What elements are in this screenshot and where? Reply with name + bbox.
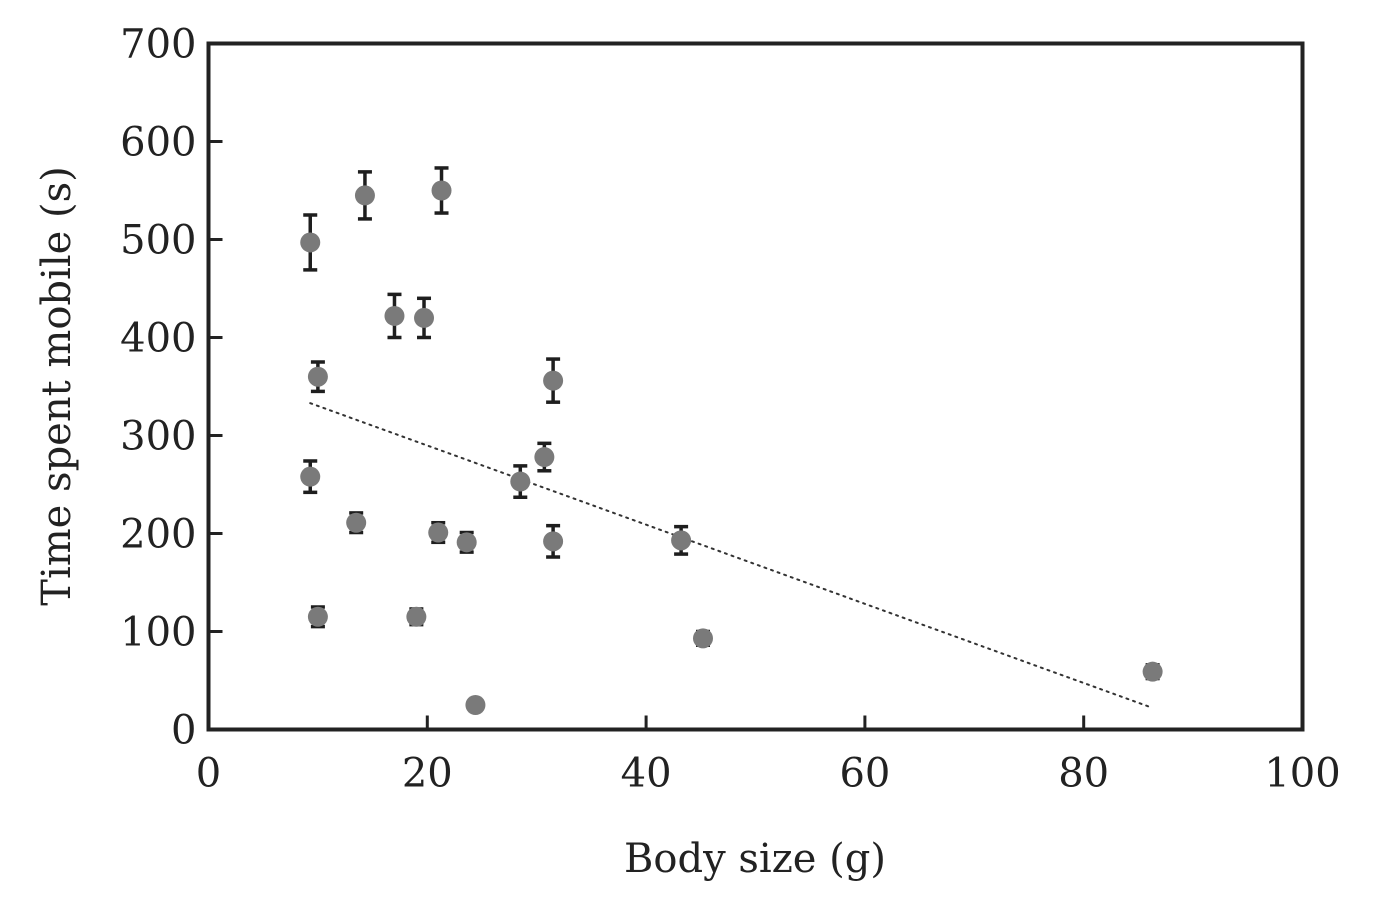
x-tick-label: 80 xyxy=(1058,751,1109,797)
data-points-group xyxy=(300,180,1163,715)
data-point xyxy=(692,628,713,649)
y-tick-label: 600 xyxy=(120,120,196,166)
x-tick-label: 0 xyxy=(196,751,221,797)
trend-line xyxy=(309,402,1154,709)
data-point xyxy=(300,466,321,487)
data-point xyxy=(510,471,531,492)
data-point xyxy=(1142,661,1163,682)
y-tick-label: 500 xyxy=(120,218,196,264)
y-axis-title: Time spent mobile (s) xyxy=(34,166,80,605)
data-point xyxy=(428,522,449,543)
data-point xyxy=(384,305,405,326)
data-point xyxy=(465,695,486,715)
y-tick-label: 0 xyxy=(171,708,196,754)
x-tick-label: 60 xyxy=(839,751,890,797)
data-point xyxy=(300,232,321,253)
y-tick-label: 700 xyxy=(120,22,196,68)
y-axis-ticks: 0 100 200 300 400 500 600 700 xyxy=(120,22,223,754)
data-point xyxy=(406,606,427,627)
x-axis-ticks: 0 20 40 60 80 100 xyxy=(196,715,1341,797)
data-point xyxy=(543,370,564,391)
data-point xyxy=(534,447,555,468)
trend-line-group xyxy=(309,402,1154,709)
data-point xyxy=(346,512,367,533)
data-point xyxy=(414,307,435,328)
x-tick-label: 100 xyxy=(1264,751,1340,797)
y-tick-label: 400 xyxy=(120,316,196,362)
y-tick-label: 100 xyxy=(120,610,196,656)
data-point xyxy=(431,180,452,201)
y-tick-label: 300 xyxy=(120,414,196,460)
data-point xyxy=(307,366,328,387)
data-point xyxy=(456,532,477,553)
data-point xyxy=(543,531,564,552)
y-tick-label: 200 xyxy=(120,512,196,558)
data-point xyxy=(354,185,375,206)
plot-frame xyxy=(206,41,1305,732)
data-point xyxy=(671,530,692,551)
data-point xyxy=(307,606,328,627)
x-axis-title: Body size (g) xyxy=(624,836,886,882)
x-tick-label: 20 xyxy=(402,751,453,797)
error-bars-group xyxy=(303,166,1160,681)
x-tick-label: 40 xyxy=(621,751,672,797)
